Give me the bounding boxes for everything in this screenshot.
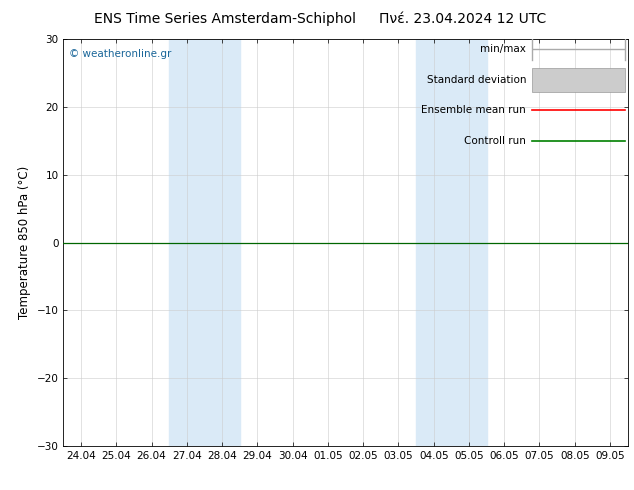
Point <box>107 233 114 239</box>
Point <box>112 233 120 239</box>
Y-axis label: Temperature 850 hPa (°C): Temperature 850 hPa (°C) <box>18 166 31 319</box>
Point <box>107 234 114 240</box>
Text: min/max: min/max <box>480 45 526 54</box>
Point <box>112 233 120 239</box>
Text: Standard deviation: Standard deviation <box>427 75 526 85</box>
Text: ENS Time Series Amsterdam-Schiphol: ENS Time Series Amsterdam-Schiphol <box>94 12 356 26</box>
Bar <box>416 39 487 446</box>
Point <box>107 235 114 241</box>
Point <box>112 234 120 240</box>
Point <box>107 233 114 239</box>
Text: Controll run: Controll run <box>464 136 526 146</box>
Point <box>112 233 120 239</box>
Bar <box>532 68 625 92</box>
Point <box>112 235 120 241</box>
Bar <box>169 39 240 446</box>
Text: Πνέ. 23.04.2024 12 UTC: Πνέ. 23.04.2024 12 UTC <box>379 12 547 26</box>
Text: © weatheronline.gr: © weatheronline.gr <box>69 49 171 59</box>
Point <box>107 233 114 239</box>
Text: Ensemble mean run: Ensemble mean run <box>422 105 526 115</box>
